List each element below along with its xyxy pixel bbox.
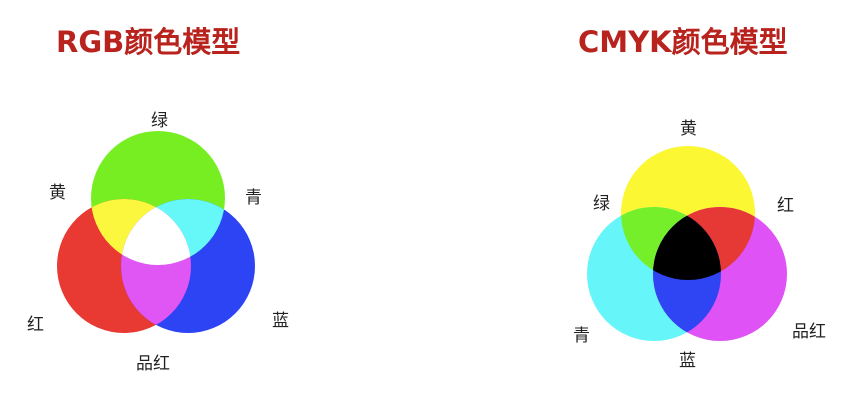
cmyk-model-title: CMYK颜色模型 [578, 25, 788, 59]
cmyk-label-yellow: 黄 [680, 119, 697, 139]
cmyk-label-magenta: 品红 [792, 322, 826, 342]
cmyk-label-cyan: 青 [573, 326, 590, 346]
cmyk-label-blue: 蓝 [679, 351, 696, 371]
cmyk-label-red: 红 [777, 196, 794, 216]
cmyk-venn [587, 146, 787, 341]
rgb-label-green: 绿 [151, 111, 168, 131]
rgb-label-red: 红 [27, 315, 44, 335]
rgb-overlap-center [121, 199, 191, 265]
rgb-label-yellow: 黄 [49, 183, 66, 203]
cmyk-label-green: 绿 [593, 194, 610, 214]
rgb-label-cyan: 青 [245, 188, 262, 208]
rgb-label-magenta: 品红 [136, 354, 170, 374]
rgb-venn [57, 131, 255, 333]
rgb-label-blue: 蓝 [272, 311, 289, 331]
rgb-model-title: RGB颜色模型 [56, 25, 241, 59]
